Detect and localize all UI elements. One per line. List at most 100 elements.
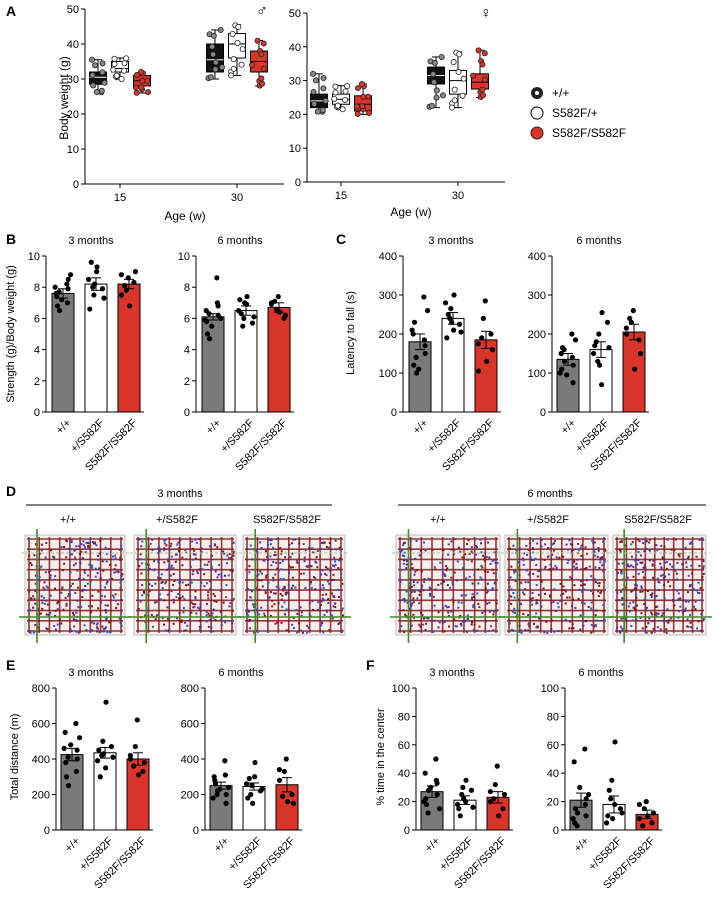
track-dot-3-150 bbox=[267, 539, 270, 542]
track-dot-1-52 bbox=[45, 613, 48, 616]
c-6m-bar-2 bbox=[622, 331, 646, 413]
track-dot-4-185 bbox=[488, 601, 491, 604]
track-dot-1-147 bbox=[34, 582, 37, 585]
track-dot-3-252 bbox=[327, 546, 330, 549]
track-dot-1-6 bbox=[86, 582, 89, 585]
track-dot-1-20 bbox=[99, 614, 102, 617]
track-dot-3-105 bbox=[246, 612, 249, 615]
b-3m-point-0-8 bbox=[56, 308, 63, 314]
b-6m-point-0-4 bbox=[204, 331, 211, 337]
track-dot-4-258 bbox=[418, 602, 421, 605]
b-6m-point-0-7 bbox=[217, 315, 224, 321]
track-dot-2-207 bbox=[227, 574, 230, 577]
track-dot-1-123 bbox=[38, 617, 41, 620]
track-dot-5-218 bbox=[547, 555, 550, 558]
track-dot-4-30 bbox=[449, 586, 452, 589]
track-dot-3-62 bbox=[316, 608, 319, 611]
track-dot-5-15 bbox=[553, 630, 556, 633]
f-6m-point-1-8 bbox=[610, 816, 616, 822]
track-dot-5-118 bbox=[598, 584, 601, 587]
track-dot-3-19 bbox=[292, 584, 295, 587]
e-6m-x-tick-label-0: +/+ bbox=[212, 835, 232, 855]
track-dot-2-94 bbox=[147, 545, 150, 548]
f-6m-point-2-5 bbox=[636, 801, 642, 808]
track-dot-5-102 bbox=[578, 588, 581, 591]
panel-letter-c: C bbox=[336, 231, 346, 247]
track-dot-4-159 bbox=[413, 584, 416, 587]
track-dot-2-110 bbox=[210, 565, 213, 568]
track-dot-5-162 bbox=[557, 630, 560, 633]
track-dot-2-227 bbox=[216, 576, 219, 579]
track-dot-6-63 bbox=[657, 580, 660, 583]
a-male-s1-g1-point-8 bbox=[235, 23, 242, 30]
track-dot-3-45 bbox=[272, 546, 275, 549]
track-dot-3-52 bbox=[291, 576, 294, 579]
track-dot-6-188 bbox=[702, 558, 705, 561]
track-dot-2-34 bbox=[154, 618, 157, 621]
track-dot-4-34 bbox=[447, 611, 450, 614]
track-dot-3-133 bbox=[264, 550, 267, 553]
c-6m-point-0-7 bbox=[572, 337, 579, 343]
track-dot-3-85 bbox=[312, 608, 315, 611]
track-dot-5-124 bbox=[518, 624, 521, 627]
track-dot-2-145 bbox=[190, 601, 193, 604]
e-3m-point-2-5 bbox=[127, 752, 133, 759]
b-3m-point-2-1 bbox=[123, 287, 129, 293]
track-dot-2-38 bbox=[220, 575, 223, 578]
track-dot-3-117 bbox=[317, 601, 320, 604]
track-dot-1-74 bbox=[104, 586, 107, 589]
track-dot-5-77 bbox=[512, 544, 515, 547]
track-dot-4-53 bbox=[444, 604, 447, 607]
b-6m-point-1-9 bbox=[251, 314, 257, 320]
f-6m-point-2-6 bbox=[645, 813, 651, 819]
track-dot-2-59 bbox=[169, 574, 172, 577]
track-dot-3-28 bbox=[280, 550, 283, 553]
track-dot-5-121 bbox=[568, 596, 571, 599]
track-dot-6-135 bbox=[650, 595, 653, 598]
track-dot-1-7 bbox=[43, 581, 46, 584]
track-dot-1-66 bbox=[84, 589, 87, 592]
track-dot-1-206 bbox=[96, 572, 99, 575]
track-dot-1-219 bbox=[87, 605, 90, 608]
track-dot-3-242 bbox=[282, 589, 285, 592]
track-dot-6-47 bbox=[669, 617, 672, 620]
track-dot-2-98 bbox=[148, 590, 151, 593]
c-6m-point-2-4 bbox=[636, 337, 642, 343]
track-dot-3-115 bbox=[274, 551, 277, 554]
track-dot-1-50 bbox=[56, 602, 59, 605]
track-dot-4-63 bbox=[476, 546, 479, 549]
f-6m-point-1-5 bbox=[603, 820, 610, 826]
track-dot-2-195 bbox=[149, 542, 152, 545]
track-plot-5 bbox=[499, 529, 614, 643]
track-dot-1-173 bbox=[46, 586, 49, 589]
track-dot-2-214 bbox=[203, 573, 206, 576]
c-3m-point-0-2 bbox=[416, 366, 422, 372]
track-dot-3-99 bbox=[334, 560, 337, 563]
track-dot-4-92 bbox=[475, 629, 478, 632]
track-dot-6-73 bbox=[691, 608, 694, 611]
track-dot-2-131 bbox=[170, 542, 173, 545]
track-dot-3-248 bbox=[324, 572, 327, 575]
b-3m-point-0-0 bbox=[64, 281, 70, 287]
track-dot-4-236 bbox=[441, 622, 444, 625]
track-dot-6-206 bbox=[642, 542, 645, 545]
e-3m-point-0-5 bbox=[74, 747, 80, 753]
track-dot-6-104 bbox=[635, 584, 638, 587]
track-dot-1-177 bbox=[85, 541, 88, 544]
track-dot-4-217 bbox=[470, 560, 473, 563]
track-dot-5-187 bbox=[552, 549, 555, 552]
a-female-s2-g0-point-4 bbox=[366, 110, 373, 117]
a-male-s2-g0-point-4 bbox=[145, 89, 152, 96]
track-dot-2-250 bbox=[153, 560, 156, 563]
legend: +/+ S582F/+ S582F/S582F bbox=[530, 86, 626, 140]
a-male-s1-g0-point-8 bbox=[111, 61, 118, 68]
track-dot-3-83 bbox=[259, 541, 262, 544]
track-dot-3-163 bbox=[296, 612, 299, 615]
track-dot-1-94 bbox=[101, 625, 104, 628]
track-dot-4-181 bbox=[459, 622, 462, 625]
f-3m-point-2-5 bbox=[487, 789, 493, 795]
a-male-s2-g0-point-6 bbox=[132, 84, 139, 91]
b-6m-point-0-2 bbox=[209, 323, 215, 329]
track-dot-5-74 bbox=[577, 542, 580, 545]
track-dot-3-37 bbox=[314, 588, 317, 591]
